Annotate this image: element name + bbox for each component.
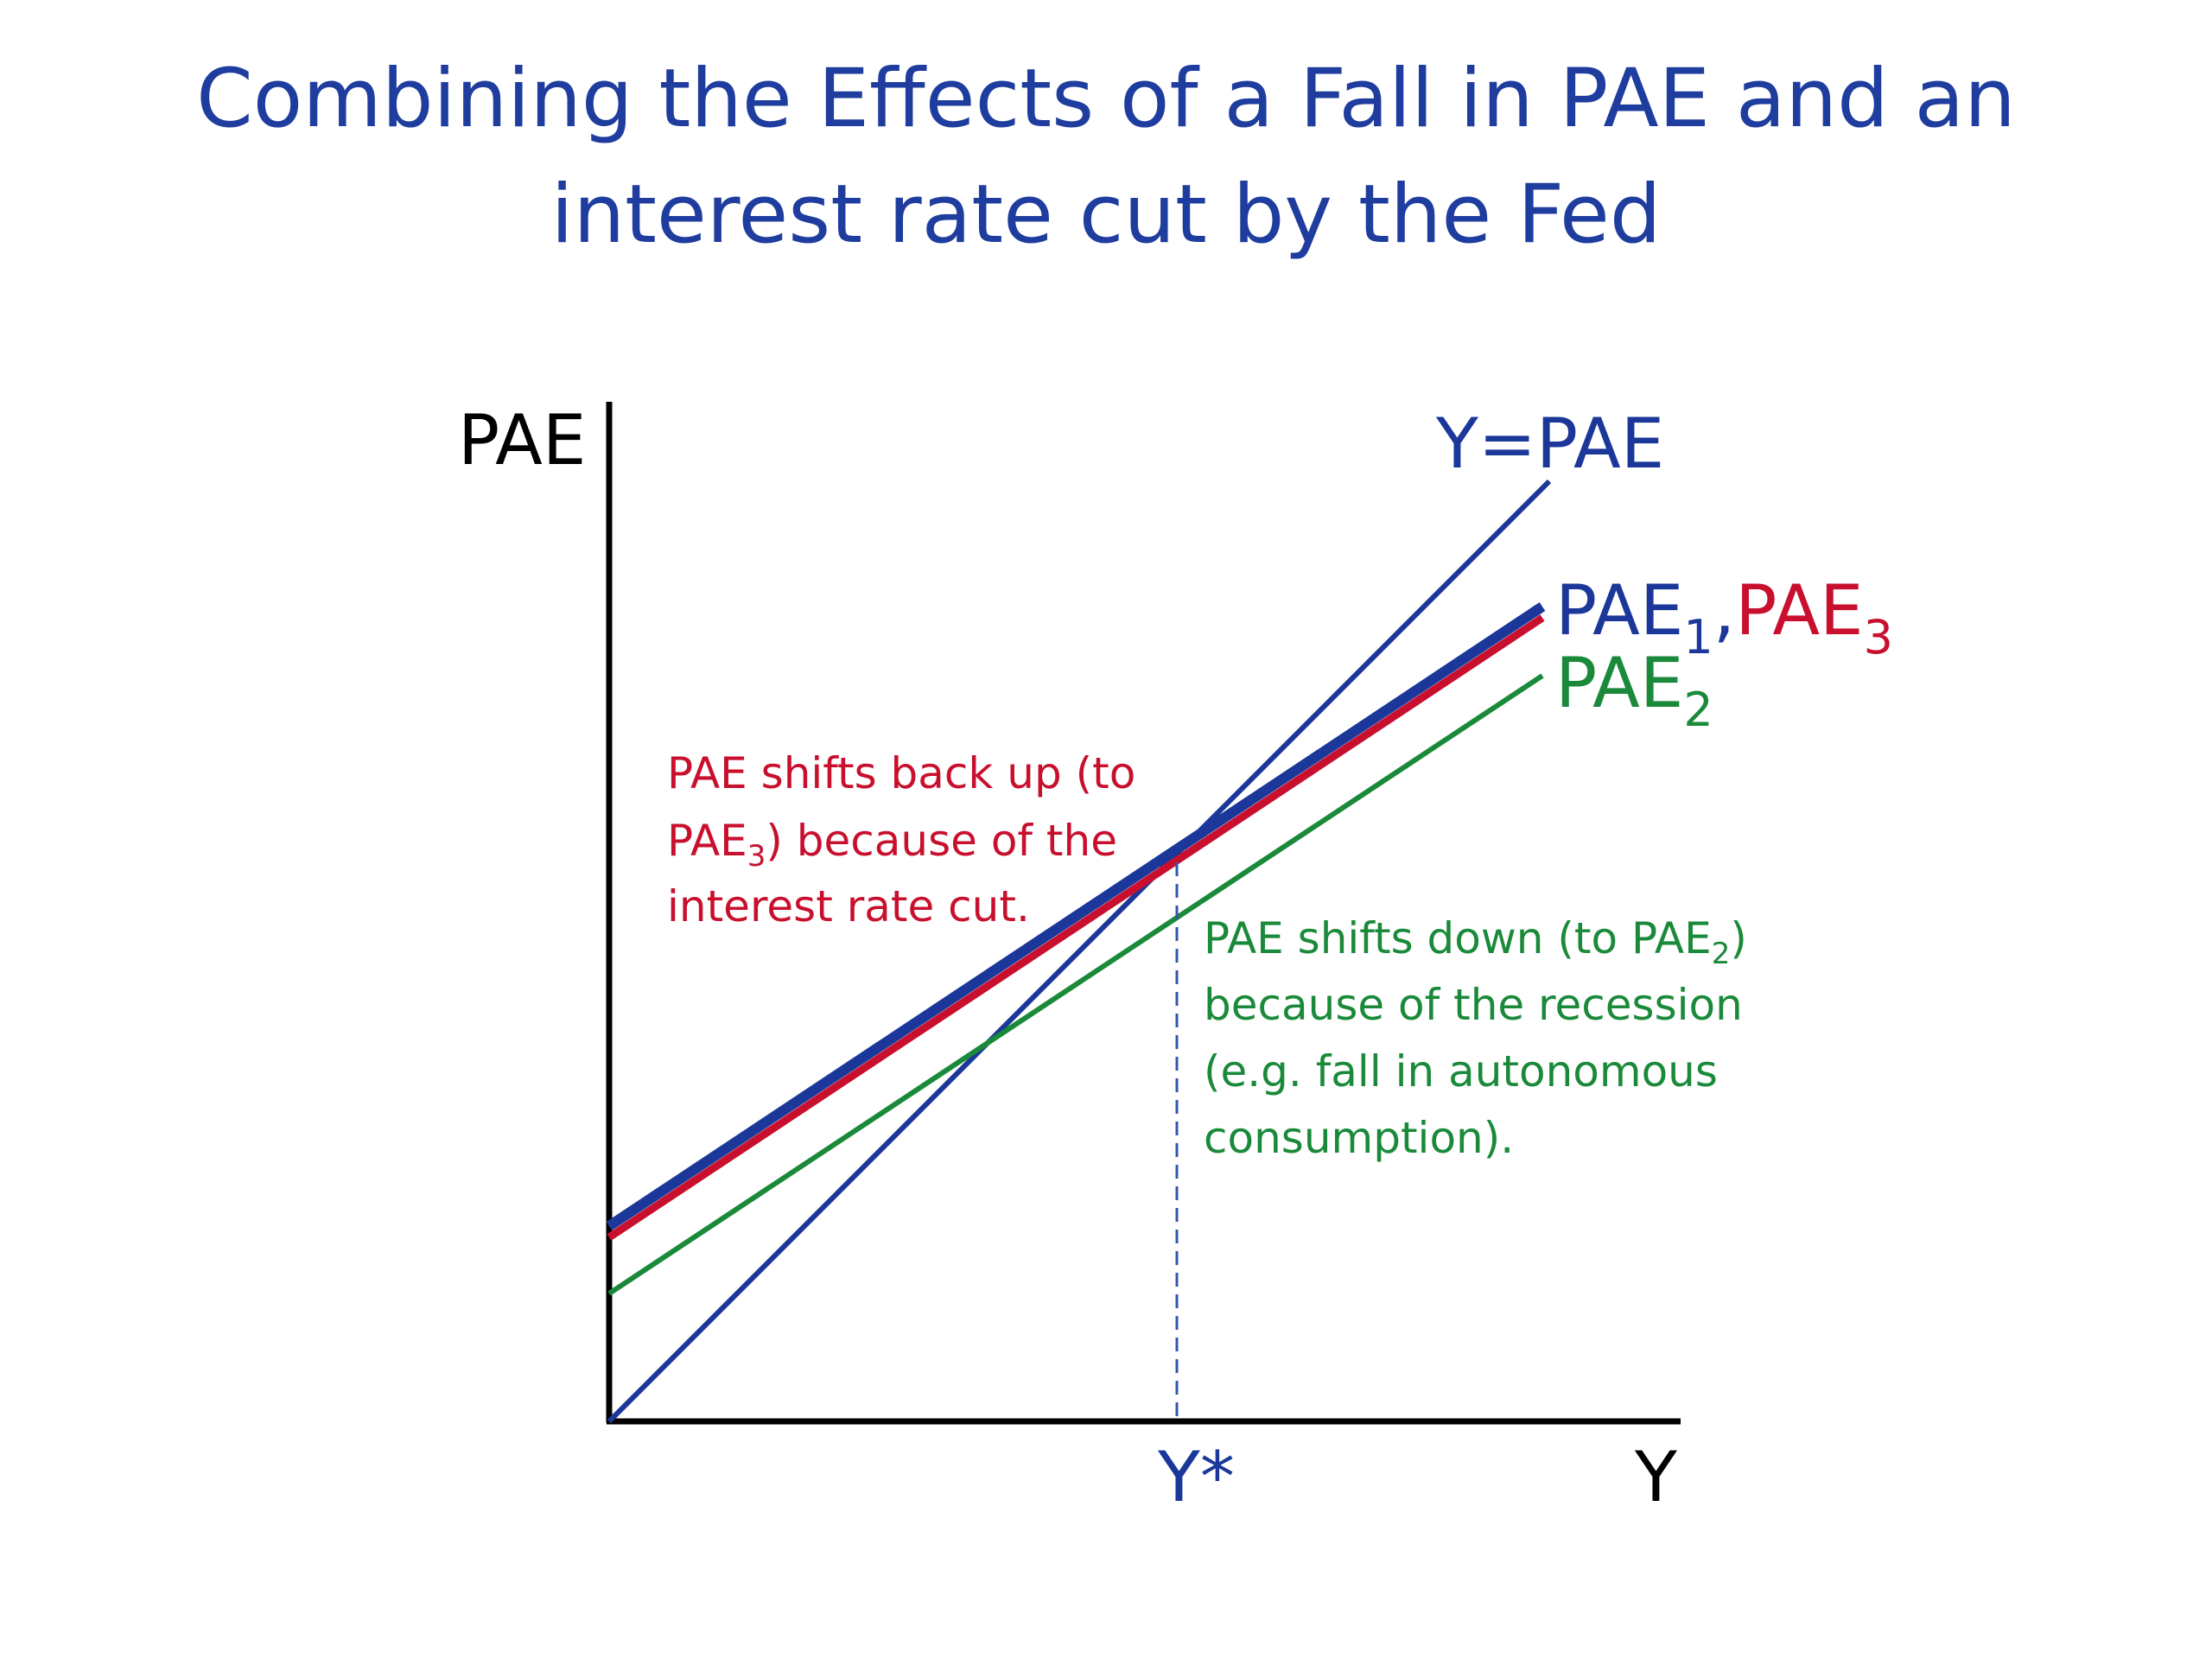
label-separator: , xyxy=(1713,570,1735,651)
y-star-label: Y* xyxy=(1157,1437,1235,1517)
annotation-down-pre: PAE shifts down (to PAE xyxy=(1204,913,1712,963)
pae2-subscript: 2 xyxy=(1683,683,1713,737)
annotation-up-rest: ) because of the xyxy=(766,816,1117,866)
pae3-label: PAE xyxy=(1735,570,1863,651)
pae2-curve-label: PAE2 xyxy=(1555,643,1713,737)
annotation-down-line-2: because of the recession xyxy=(1204,980,1743,1030)
annotation-up-subscript: 3 xyxy=(747,839,766,874)
line-45-degree xyxy=(607,479,1552,1424)
annotation-up-line-1: PAE shifts back up (to xyxy=(667,748,1135,798)
title-line-1: Combining the Effects of a Fall in PAE a… xyxy=(196,52,2016,146)
slide-title: Combining the Effects of a Fall in PAE a… xyxy=(0,41,2212,273)
y-axis-label: PAE xyxy=(458,400,586,480)
pae1-label: PAE xyxy=(1555,570,1683,651)
annotation-down-post: ) xyxy=(1730,913,1747,963)
pae2-label: PAE xyxy=(1555,643,1683,723)
x-axis-label: Y xyxy=(1634,1437,1678,1517)
annotation-up-pae: PAE xyxy=(667,816,747,866)
annotation-up-line-2: PAE3) because of the xyxy=(667,816,1117,874)
annotation-down-line-4: consumption). xyxy=(1204,1113,1514,1163)
annotation-down-line-1: PAE shifts down (to PAE2) xyxy=(1204,913,1747,971)
line-45-label: Y=PAE xyxy=(1435,404,1664,484)
pae2-line xyxy=(607,673,1544,1296)
pae1-subscript: 1 xyxy=(1683,610,1713,664)
annotation-down-line-3: (e.g. fall in autonomous xyxy=(1204,1046,1718,1096)
pae1-line xyxy=(606,602,1546,1230)
pae3-line xyxy=(607,614,1545,1241)
annotation-up-line-3: interest rate cut. xyxy=(667,881,1030,931)
title-line-2: interest rate cut by the Fed xyxy=(550,168,1662,262)
pae1-pae3-label: PAE1,PAE3 xyxy=(1555,570,1893,664)
pae3-subscript: 3 xyxy=(1864,610,1893,664)
annotation-down-subscript: 2 xyxy=(1712,937,1731,971)
